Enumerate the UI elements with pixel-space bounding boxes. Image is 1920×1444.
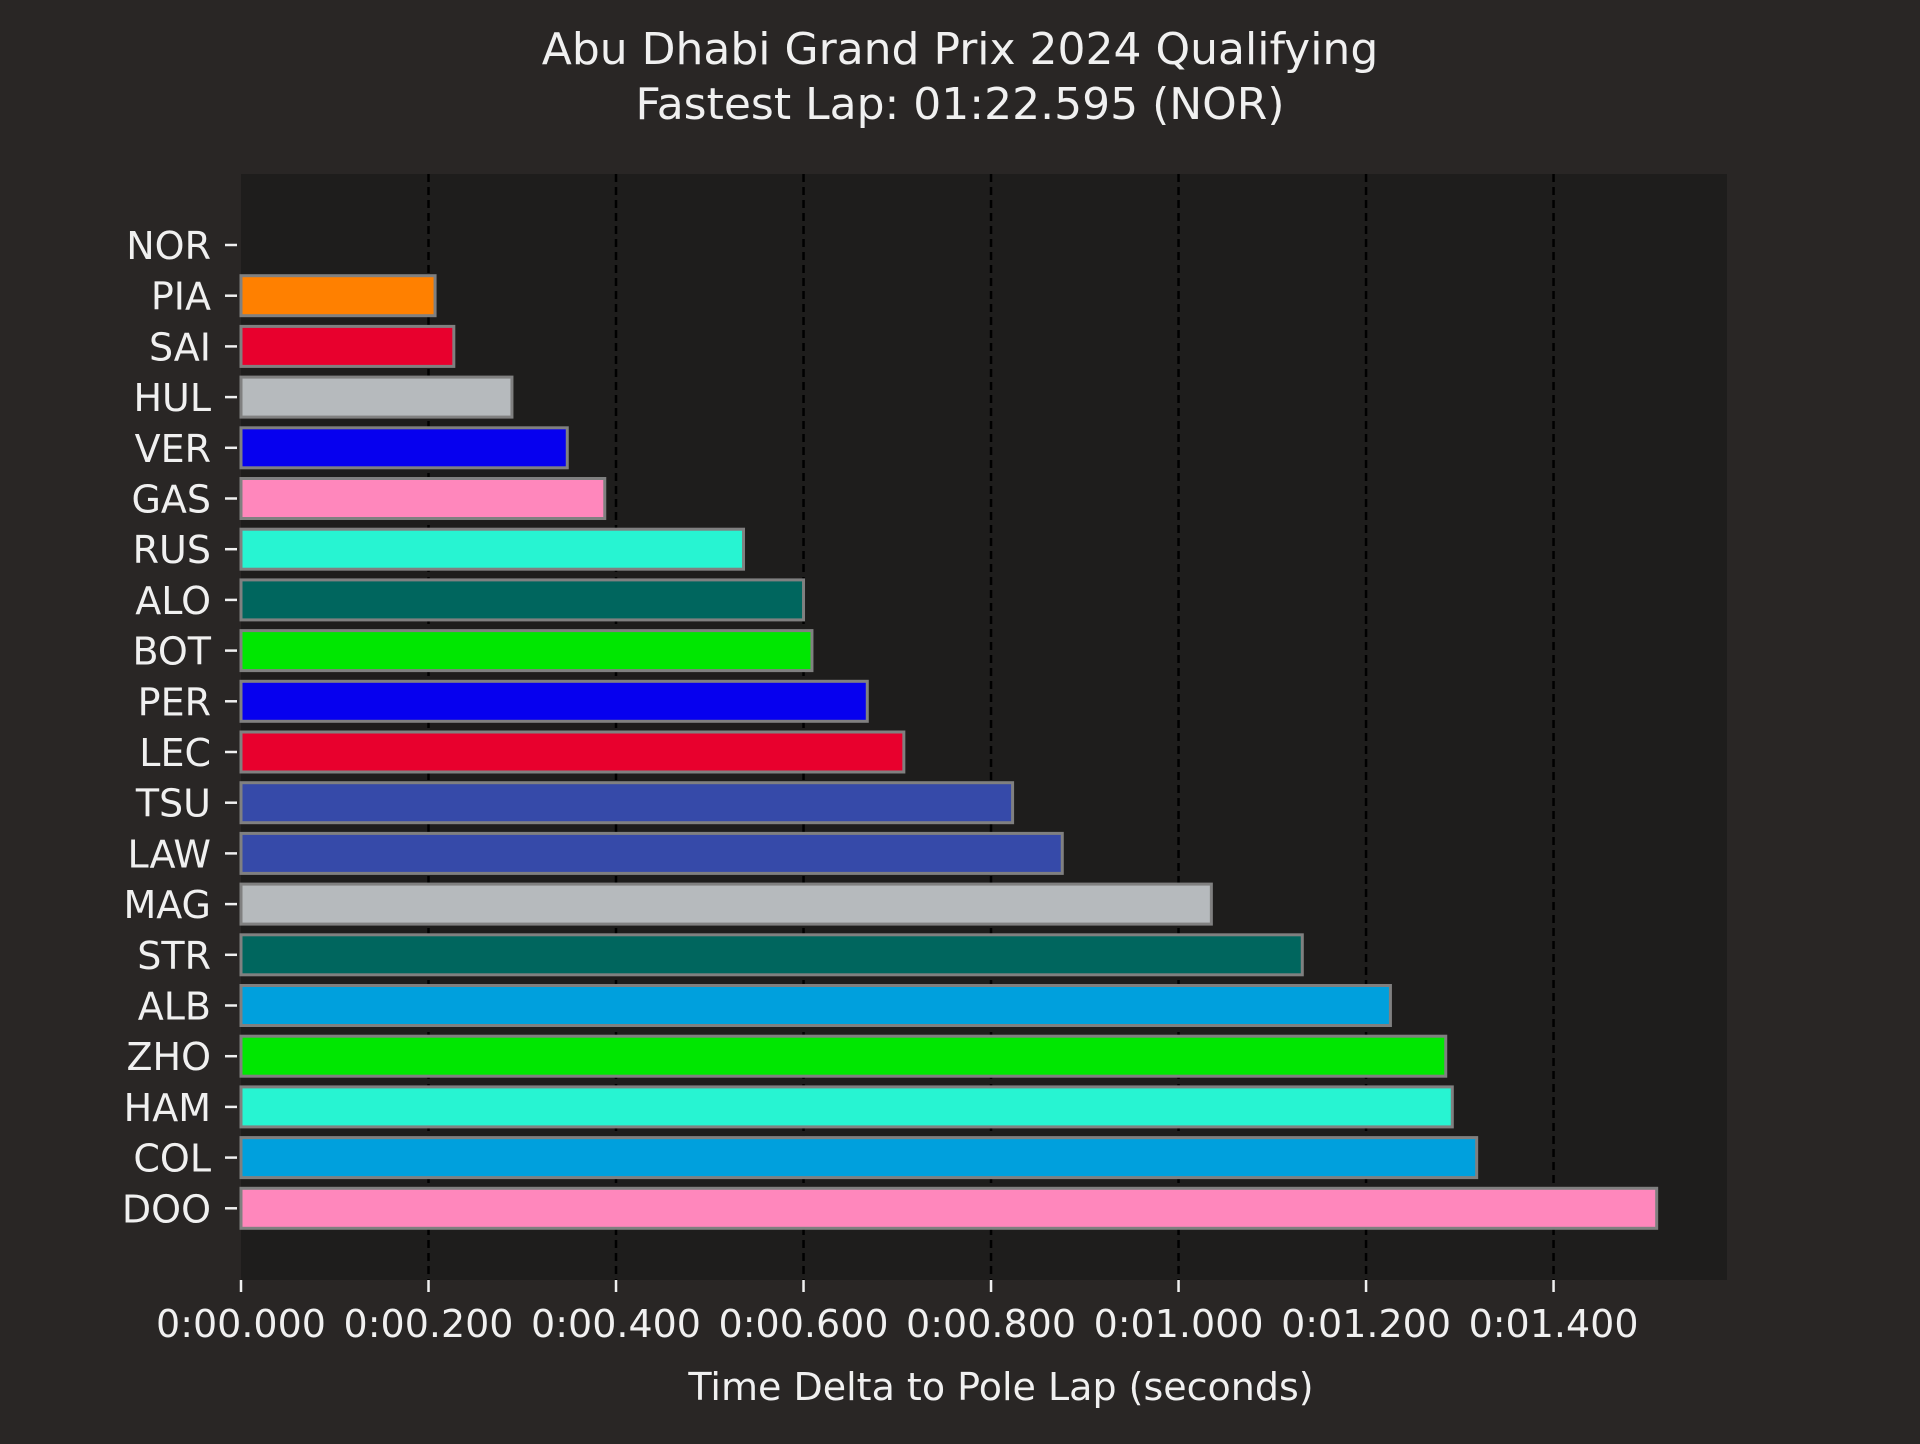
y-tick-label: GAS: [131, 478, 211, 522]
y-tick-label: LAW: [127, 832, 211, 876]
y-tick-label: HAM: [124, 1086, 211, 1130]
y-tick-label: MAG: [123, 883, 211, 927]
bars: [239, 274, 1659, 1230]
y-tick-label: TSU: [135, 782, 211, 826]
bar-lec: [239, 730, 906, 774]
y-tick-label: ZHO: [126, 1035, 211, 1079]
bar-doo: [239, 1186, 1659, 1230]
x-tick-label: 0:00.400: [531, 1302, 701, 1346]
bar-str: [239, 933, 1304, 977]
bar-rus: [239, 527, 746, 571]
bar-gas: [239, 477, 607, 520]
bar-bot: [239, 629, 814, 673]
x-axis-label: Time Delta to Pole Lap (seconds): [687, 1365, 1313, 1409]
y-tick-label: BOT: [132, 630, 211, 674]
y-tick-label: ALB: [138, 985, 211, 1029]
y-tick-label: ALO: [135, 579, 211, 623]
y-tick-label: STR: [137, 934, 211, 978]
bar-ham: [239, 1085, 1454, 1129]
bar-pia: [239, 274, 437, 318]
bar-mag: [239, 882, 1213, 926]
y-tick-label: VER: [135, 427, 211, 471]
y-tick-label: LEC: [139, 731, 211, 775]
y-tick-label: COL: [133, 1137, 211, 1181]
y-tick-label: HUL: [133, 376, 211, 420]
bar-per: [239, 679, 869, 723]
bar-zho: [239, 1034, 1448, 1078]
bar-law: [239, 831, 1064, 875]
x-tick-label: 0:00.800: [906, 1302, 1076, 1346]
y-tick-label: PER: [138, 680, 211, 724]
chart-title: Abu Dhabi Grand Prix 2024 Qualifying: [542, 24, 1379, 75]
bar-alo: [239, 578, 806, 622]
x-tick-label: 0:00.000: [156, 1302, 326, 1346]
x-tick-label: 0:01.400: [1469, 1302, 1639, 1346]
x-tick-label: 0:01.200: [1281, 1302, 1451, 1346]
bar-tsu: [239, 781, 1015, 825]
bar-hul: [239, 375, 514, 419]
x-tick-label: 0:00.200: [344, 1302, 514, 1346]
y-tick-label: NOR: [126, 224, 211, 268]
y-tick-label: PIA: [151, 275, 211, 319]
bar-ver: [239, 426, 569, 470]
chart-subtitle: Fastest Lap: 01:22.595 (NOR): [635, 79, 1284, 130]
x-axis-ticks: 0:00.000 0:00.200 0:00.400 0:00.600 0:00.800…: [156, 1280, 1639, 1346]
y-axis-ticks: NOR PIA SAI HUL VER GAS RUS ALO BOT PER LEC TSU LAW M…: [122, 224, 237, 1231]
x-tick-label: 0:01.000: [1094, 1302, 1264, 1346]
bar-sai: [239, 324, 456, 368]
y-tick-label: DOO: [122, 1187, 211, 1231]
y-tick-label: RUS: [133, 528, 211, 572]
y-tick-label: SAI: [149, 325, 211, 369]
bar-alb: [239, 984, 1392, 1027]
x-tick-label: 0:00.600: [719, 1302, 889, 1346]
bar-col: [239, 1136, 1479, 1180]
